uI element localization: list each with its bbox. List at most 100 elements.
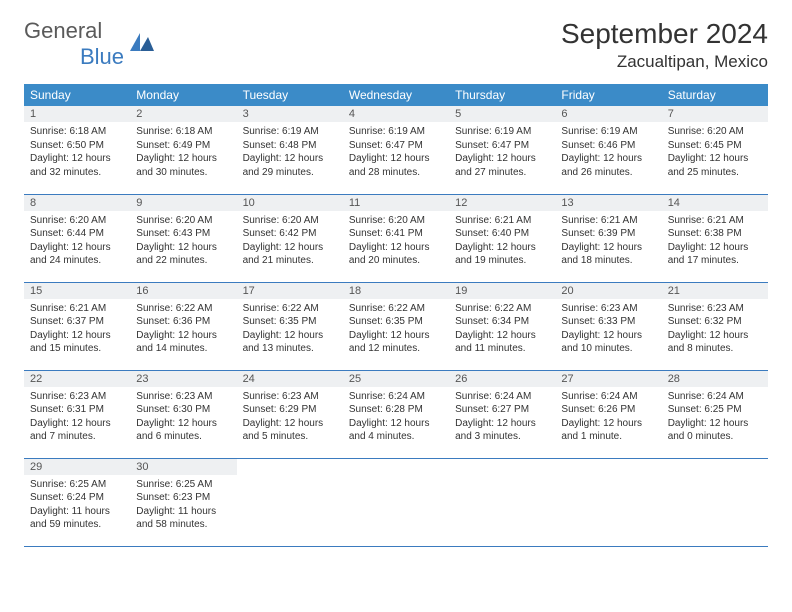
- day-details: Sunrise: 6:19 AMSunset: 6:48 PMDaylight:…: [237, 122, 343, 185]
- sunset: Sunset: 6:33 PM: [561, 315, 655, 329]
- sunset: Sunset: 6:47 PM: [455, 139, 549, 153]
- sunset: Sunset: 6:43 PM: [136, 227, 230, 241]
- daylight: Daylight: 12 hours and 6 minutes.: [136, 417, 230, 444]
- empty-cell: [237, 458, 343, 546]
- day-header-row: Sunday Monday Tuesday Wednesday Thursday…: [24, 84, 768, 106]
- day-header-fri: Friday: [555, 84, 661, 106]
- day-cell: 5Sunrise: 6:19 AMSunset: 6:47 PMDaylight…: [449, 106, 555, 194]
- day-cell: 22Sunrise: 6:23 AMSunset: 6:31 PMDayligh…: [24, 370, 130, 458]
- sunrise: Sunrise: 6:18 AM: [136, 125, 230, 139]
- day-number: 29: [24, 459, 130, 475]
- sunset: Sunset: 6:35 PM: [243, 315, 337, 329]
- day-details: Sunrise: 6:20 AMSunset: 6:44 PMDaylight:…: [24, 211, 130, 274]
- daylight: Daylight: 12 hours and 0 minutes.: [668, 417, 762, 444]
- sunset: Sunset: 6:38 PM: [668, 227, 762, 241]
- daylight: Daylight: 12 hours and 15 minutes.: [30, 329, 124, 356]
- day-number: 7: [662, 106, 768, 122]
- sunrise: Sunrise: 6:21 AM: [561, 214, 655, 228]
- sunset: Sunset: 6:30 PM: [136, 403, 230, 417]
- sunset: Sunset: 6:47 PM: [349, 139, 443, 153]
- day-cell: 7Sunrise: 6:20 AMSunset: 6:45 PMDaylight…: [662, 106, 768, 194]
- sunset: Sunset: 6:29 PM: [243, 403, 337, 417]
- day-cell: 12Sunrise: 6:21 AMSunset: 6:40 PMDayligh…: [449, 194, 555, 282]
- day-cell: 4Sunrise: 6:19 AMSunset: 6:47 PMDaylight…: [343, 106, 449, 194]
- daylight: Daylight: 12 hours and 22 minutes.: [136, 241, 230, 268]
- day-number: 11: [343, 195, 449, 211]
- daylight: Daylight: 12 hours and 21 minutes.: [243, 241, 337, 268]
- sunset: Sunset: 6:44 PM: [30, 227, 124, 241]
- day-number: 9: [130, 195, 236, 211]
- sunrise: Sunrise: 6:21 AM: [668, 214, 762, 228]
- sunrise: Sunrise: 6:22 AM: [243, 302, 337, 316]
- sunset: Sunset: 6:48 PM: [243, 139, 337, 153]
- week-row: 15Sunrise: 6:21 AMSunset: 6:37 PMDayligh…: [24, 282, 768, 370]
- day-details: Sunrise: 6:22 AMSunset: 6:35 PMDaylight:…: [343, 299, 449, 362]
- sunrise: Sunrise: 6:24 AM: [349, 390, 443, 404]
- day-details: Sunrise: 6:24 AMSunset: 6:27 PMDaylight:…: [449, 387, 555, 450]
- day-header-wed: Wednesday: [343, 84, 449, 106]
- day-cell: 6Sunrise: 6:19 AMSunset: 6:46 PMDaylight…: [555, 106, 661, 194]
- day-cell: 9 Sunrise: 6:20 AMSunset: 6:43 PMDaylight…: [130, 194, 236, 282]
- day-number: 1: [24, 106, 130, 122]
- sunrise: Sunrise: 6:23 AM: [136, 390, 230, 404]
- day-details: Sunrise: 6:21 AMSunset: 6:38 PMDaylight:…: [662, 211, 768, 274]
- title-block: September 2024 Zacualtipan, Mexico: [561, 18, 768, 72]
- day-details: Sunrise: 6:18 AMSunset: 6:49 PMDaylight:…: [130, 122, 236, 185]
- day-number: 12: [449, 195, 555, 211]
- daylight: Daylight: 12 hours and 7 minutes.: [30, 417, 124, 444]
- daylight: Daylight: 12 hours and 19 minutes.: [455, 241, 549, 268]
- day-cell: 3Sunrise: 6:19 AMSunset: 6:48 PMDaylight…: [237, 106, 343, 194]
- month-title: September 2024: [561, 18, 768, 50]
- sunrise: Sunrise: 6:23 AM: [30, 390, 124, 404]
- day-number: 21: [662, 283, 768, 299]
- sunrise: Sunrise: 6:23 AM: [243, 390, 337, 404]
- day-cell: 18Sunrise: 6:22 AMSunset: 6:35 PMDayligh…: [343, 282, 449, 370]
- sunrise: Sunrise: 6:19 AM: [561, 125, 655, 139]
- sunrise: Sunrise: 6:22 AM: [136, 302, 230, 316]
- day-number: 28: [662, 371, 768, 387]
- sunset: Sunset: 6:41 PM: [349, 227, 443, 241]
- day-details: Sunrise: 6:23 AMSunset: 6:31 PMDaylight:…: [24, 387, 130, 450]
- day-details: Sunrise: 6:20 AMSunset: 6:45 PMDaylight:…: [662, 122, 768, 185]
- day-details: Sunrise: 6:22 AMSunset: 6:36 PMDaylight:…: [130, 299, 236, 362]
- day-details: Sunrise: 6:21 AMSunset: 6:39 PMDaylight:…: [555, 211, 661, 274]
- day-number: 15: [24, 283, 130, 299]
- logo-main: General: [24, 18, 102, 43]
- day-cell: 11Sunrise: 6:20 AMSunset: 6:41 PMDayligh…: [343, 194, 449, 282]
- sunset: Sunset: 6:31 PM: [30, 403, 124, 417]
- day-header-sat: Saturday: [662, 84, 768, 106]
- daylight: Daylight: 12 hours and 8 minutes.: [668, 329, 762, 356]
- daylight: Daylight: 12 hours and 10 minutes.: [561, 329, 655, 356]
- sunrise: Sunrise: 6:20 AM: [243, 214, 337, 228]
- sunrise: Sunrise: 6:23 AM: [668, 302, 762, 316]
- sunset: Sunset: 6:40 PM: [455, 227, 549, 241]
- day-details: Sunrise: 6:19 AMSunset: 6:47 PMDaylight:…: [343, 122, 449, 185]
- daylight: Daylight: 12 hours and 14 minutes.: [136, 329, 230, 356]
- sunrise: Sunrise: 6:19 AM: [455, 125, 549, 139]
- daylight: Daylight: 12 hours and 17 minutes.: [668, 241, 762, 268]
- sunset: Sunset: 6:50 PM: [30, 139, 124, 153]
- sunset: Sunset: 6:42 PM: [243, 227, 337, 241]
- sunrise: Sunrise: 6:18 AM: [30, 125, 124, 139]
- day-details: Sunrise: 6:20 AMSunset: 6:42 PMDaylight:…: [237, 211, 343, 274]
- day-details: Sunrise: 6:21 AMSunset: 6:40 PMDaylight:…: [449, 211, 555, 274]
- sunrise: Sunrise: 6:20 AM: [136, 214, 230, 228]
- day-cell: 26Sunrise: 6:24 AMSunset: 6:27 PMDayligh…: [449, 370, 555, 458]
- day-details: Sunrise: 6:21 AMSunset: 6:37 PMDaylight:…: [24, 299, 130, 362]
- day-header-tue: Tuesday: [237, 84, 343, 106]
- calendar-table: Sunday Monday Tuesday Wednesday Thursday…: [24, 84, 768, 547]
- sunset: Sunset: 6:49 PM: [136, 139, 230, 153]
- day-cell: 20Sunrise: 6:23 AMSunset: 6:33 PMDayligh…: [555, 282, 661, 370]
- sunset: Sunset: 6:37 PM: [30, 315, 124, 329]
- day-cell: 29Sunrise: 6:25 AMSunset: 6:24 PMDayligh…: [24, 458, 130, 546]
- day-number: 5: [449, 106, 555, 122]
- sunset: Sunset: 6:39 PM: [561, 227, 655, 241]
- day-cell: 14Sunrise: 6:21 AMSunset: 6:38 PMDayligh…: [662, 194, 768, 282]
- daylight: Daylight: 12 hours and 28 minutes.: [349, 152, 443, 179]
- day-details: Sunrise: 6:25 AMSunset: 6:23 PMDaylight:…: [130, 475, 236, 538]
- daylight: Daylight: 12 hours and 5 minutes.: [243, 417, 337, 444]
- sunset: Sunset: 6:28 PM: [349, 403, 443, 417]
- sunrise: Sunrise: 6:25 AM: [136, 478, 230, 492]
- daylight: Daylight: 12 hours and 18 minutes.: [561, 241, 655, 268]
- sunrise: Sunrise: 6:20 AM: [30, 214, 124, 228]
